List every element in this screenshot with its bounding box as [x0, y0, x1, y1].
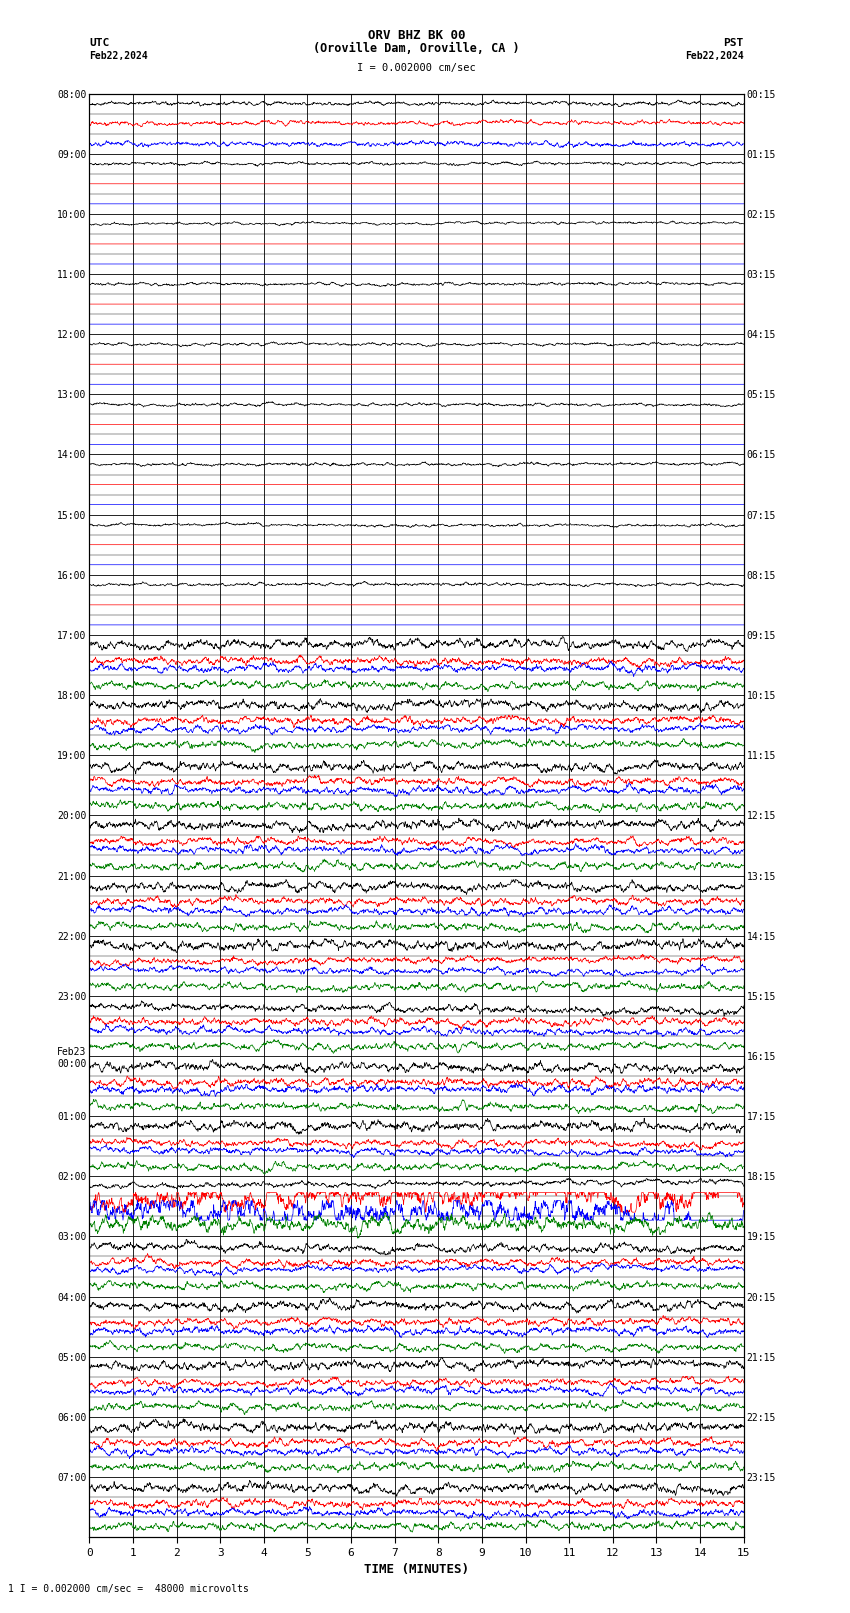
Text: UTC: UTC [89, 39, 110, 48]
Text: Feb22,2024: Feb22,2024 [89, 52, 148, 61]
Text: 1 I = 0.002000 cm/sec =  48000 microvolts: 1 I = 0.002000 cm/sec = 48000 microvolts [8, 1584, 249, 1594]
Text: I = 0.002000 cm/sec: I = 0.002000 cm/sec [357, 63, 476, 73]
Text: (Oroville Dam, Oroville, CA ): (Oroville Dam, Oroville, CA ) [313, 42, 520, 55]
X-axis label: TIME (MINUTES): TIME (MINUTES) [364, 1563, 469, 1576]
Text: Feb22,2024: Feb22,2024 [685, 52, 744, 61]
Text: PST: PST [723, 39, 744, 48]
Text: ORV BHZ BK 00: ORV BHZ BK 00 [368, 29, 465, 42]
